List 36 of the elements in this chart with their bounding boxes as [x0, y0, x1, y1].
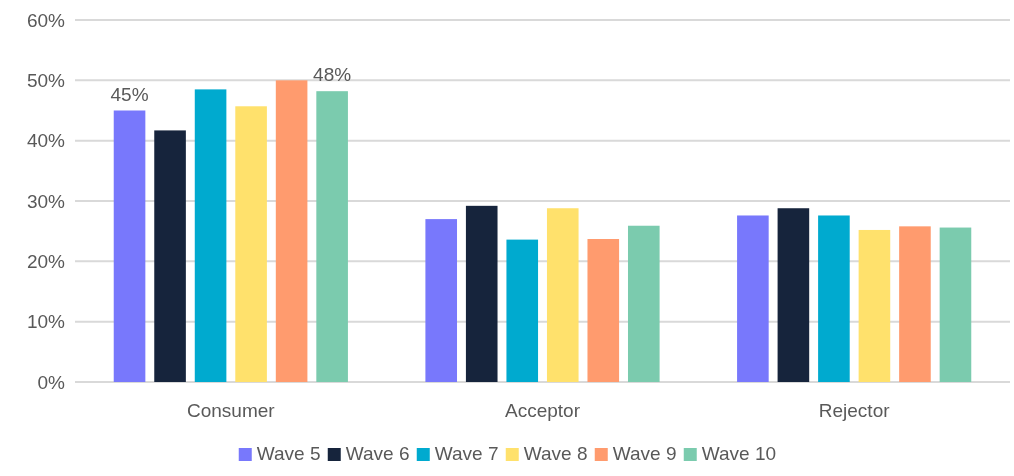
y-tick-label: 40%	[26, 130, 66, 152]
legend-label: Wave 5	[256, 443, 321, 464]
bar	[546, 208, 579, 382]
bar	[275, 80, 308, 382]
y-tick-label: 10%	[26, 311, 66, 333]
bar	[316, 91, 348, 382]
legend-label: Wave 8	[523, 443, 588, 464]
bar	[154, 130, 186, 382]
bar	[858, 229, 891, 382]
bar	[899, 226, 931, 382]
bar	[113, 110, 146, 382]
y-tick-label: 50%	[26, 69, 66, 91]
legend-label: Wave 7	[434, 443, 499, 464]
legend-label: Wave 10	[701, 443, 777, 464]
bar	[627, 225, 660, 382]
legend-label: Wave 9	[612, 443, 677, 464]
bar	[506, 239, 539, 382]
data-label: 45%	[110, 83, 149, 105]
bar	[235, 106, 267, 382]
bar	[194, 89, 227, 382]
y-tick-label: 20%	[26, 250, 66, 272]
data-label: 48%	[313, 64, 352, 86]
legend-label: Wave 6	[345, 443, 410, 464]
bar	[777, 208, 810, 382]
x-tick-label: Acceptor	[505, 400, 581, 421]
y-tick-label: 60%	[26, 9, 66, 31]
y-tick-label: 30%	[26, 190, 66, 212]
bar	[587, 239, 620, 382]
x-tick-label: Consumer	[187, 400, 276, 421]
bar	[818, 215, 850, 382]
bar	[939, 227, 972, 382]
x-tick-label: Rejector	[818, 400, 891, 421]
bar	[465, 205, 498, 382]
bar	[737, 215, 769, 382]
bar	[425, 219, 458, 382]
y-tick-label: 0%	[37, 371, 66, 393]
